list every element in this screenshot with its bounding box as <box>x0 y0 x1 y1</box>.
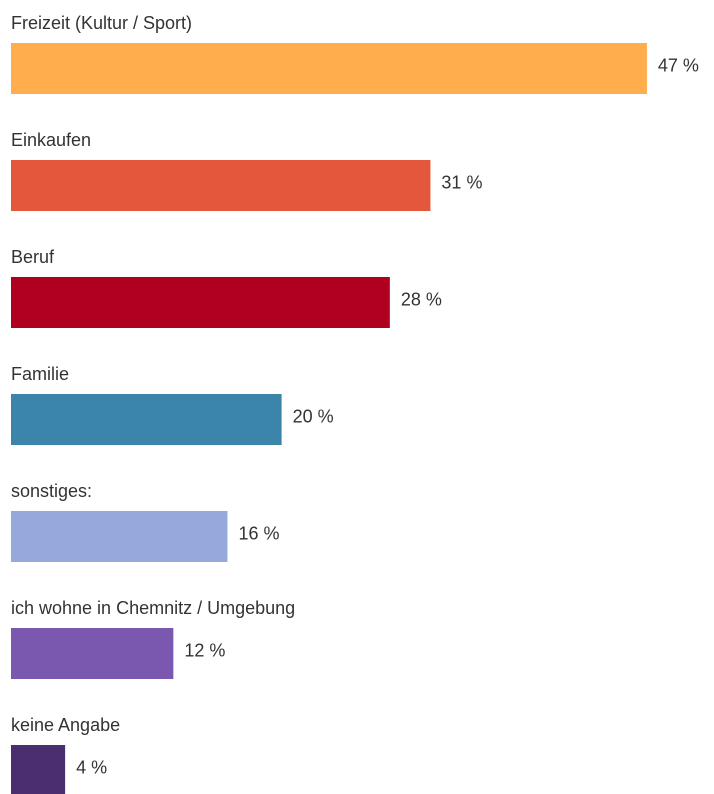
category-label: ich wohne in Chemnitz / Umgebung <box>11 598 295 618</box>
value-label: 28 % <box>401 289 442 309</box>
bar <box>11 43 647 94</box>
value-label: 12 % <box>184 640 225 660</box>
category-label: Einkaufen <box>11 130 91 150</box>
bar <box>11 628 174 679</box>
value-label: 20 % <box>293 406 334 426</box>
category-label: sonstiges: <box>11 481 92 501</box>
bar <box>11 745 66 794</box>
value-label: 47 % <box>658 55 699 75</box>
category-label: keine Angabe <box>11 715 120 735</box>
value-label: 4 % <box>76 757 107 777</box>
category-label: Beruf <box>11 247 55 267</box>
bar <box>11 394 282 445</box>
bar <box>11 277 390 328</box>
category-label: Freizeit (Kultur / Sport) <box>11 13 192 33</box>
value-label: 31 % <box>441 172 482 192</box>
bar <box>11 160 431 211</box>
value-label: 16 % <box>238 523 279 543</box>
bar <box>11 511 228 562</box>
category-label: Familie <box>11 364 69 384</box>
